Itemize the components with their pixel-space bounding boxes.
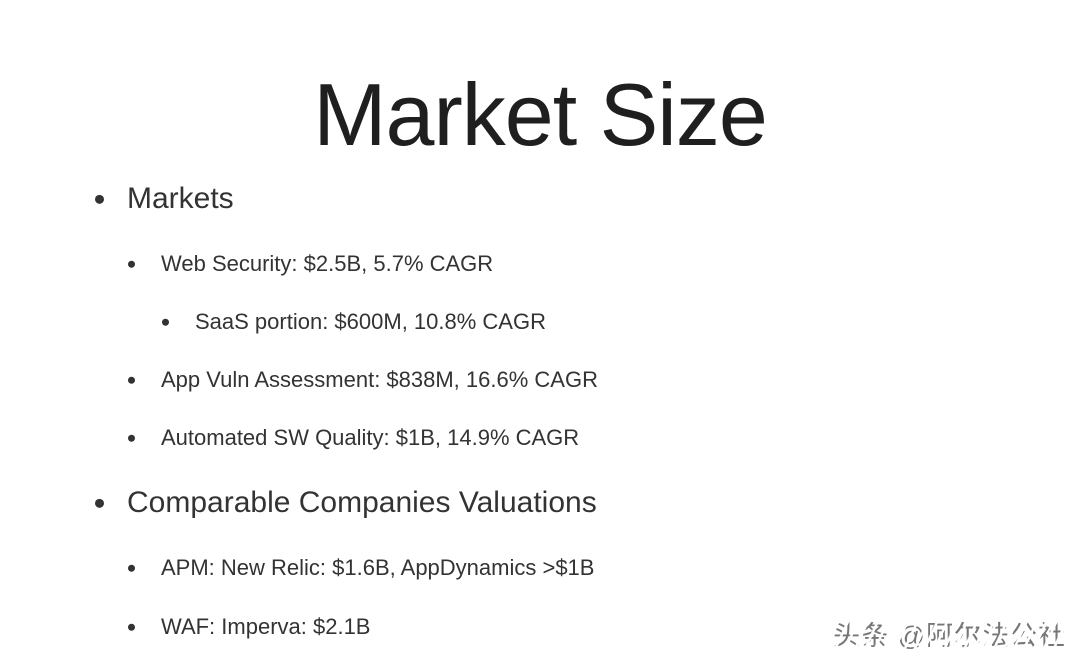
- bullet-item: Comparable Companies Valuations: [0, 486, 1080, 519]
- watermark: 头条 @阿尔法公社: [833, 614, 1066, 653]
- bullet-marker-icon: [162, 318, 169, 326]
- bullet-text: Comparable Companies Valuations: [127, 486, 597, 519]
- bullet-marker-icon: [128, 623, 135, 631]
- bullet-item: Web Security: $2.5B, 5.7% CAGR: [0, 251, 1080, 276]
- bullet-marker-icon: [128, 260, 135, 268]
- bullet-marker-icon: [128, 564, 135, 572]
- slide-title: Market Size: [313, 64, 768, 164]
- bullet-marker-icon: [95, 498, 104, 508]
- bullet-item: SaaS portion: $600M, 10.8% CAGR: [0, 309, 1080, 334]
- bullet-marker-icon: [128, 376, 135, 384]
- bullet-item: APM: New Relic: $1.6B, AppDynamics >$1B: [0, 555, 1080, 580]
- bullet-text: SaaS portion: $600M, 10.8% CAGR: [195, 309, 546, 334]
- bullet-item: App Vuln Assessment: $838M, 16.6% CAGR: [0, 367, 1080, 392]
- bullet-text: Automated SW Quality: $1B, 14.9% CAGR: [161, 425, 580, 450]
- bullet-text: Markets: [127, 182, 234, 215]
- bullet-item: WAF: Imperva: $2.1B: [0, 614, 1080, 639]
- bullet-text: App Vuln Assessment: $838M, 16.6% CAGR: [161, 367, 598, 392]
- bullet-item: Automated SW Quality: $1B, 14.9% CAGR: [0, 425, 1080, 450]
- bullet-text: APM: New Relic: $1.6B, AppDynamics >$1B: [161, 555, 595, 580]
- bullet-text: Web Security: $2.5B, 5.7% CAGR: [161, 251, 494, 276]
- bullet-list: Markets Web Security: $2.5B, 5.7% CAGR Saa…: [0, 182, 1080, 639]
- bullet-marker-icon: [95, 194, 104, 204]
- bullet-marker-icon: [128, 434, 135, 442]
- bullet-item: Markets: [0, 182, 1080, 215]
- bullet-text: WAF: Imperva: $2.1B: [161, 614, 371, 639]
